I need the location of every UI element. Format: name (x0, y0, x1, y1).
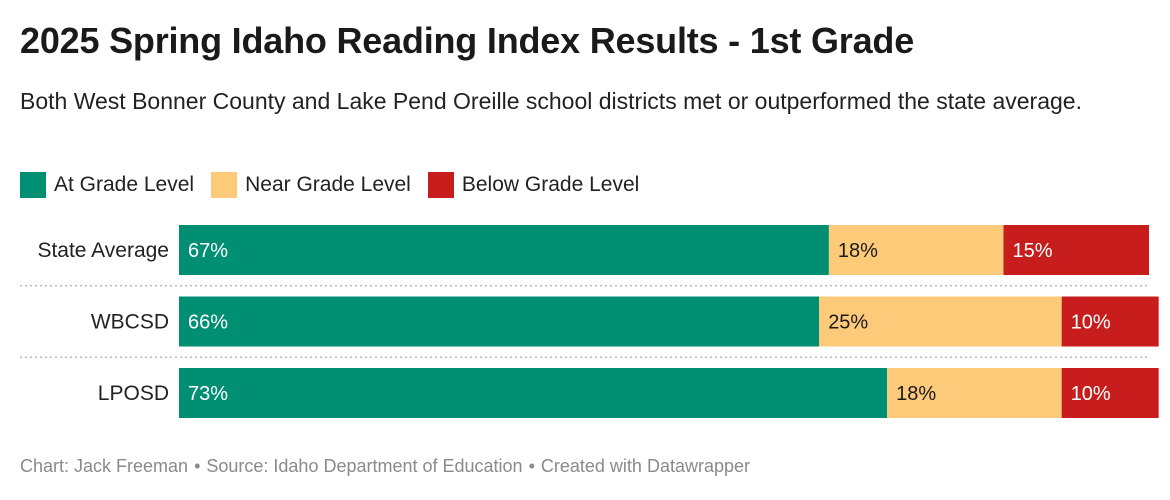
bar-wbcsd-below-grade-level (1061, 296, 1159, 347)
data-label-state-average-at-grade-level: 67% (188, 240, 228, 262)
data-label-lposd-near-grade-level: 18% (896, 383, 936, 405)
bar-state-average-below-grade-level (1003, 225, 1149, 275)
data-label-lposd-at-grade-level: 73% (188, 383, 228, 405)
legend-item-at-grade-level: At Grade Level (20, 172, 194, 198)
legend-item-below-grade-level: Below Grade Level (427, 172, 640, 198)
bar-state-average-at-grade-level (179, 225, 829, 275)
data-label-wbcsd-near-grade-level: 25% (828, 312, 868, 334)
legend-item-near-grade-level: Near Grade Level (211, 172, 411, 198)
data-label-state-average-below-grade-level: 15% (1013, 240, 1053, 262)
bar-state-average-near-grade-level (828, 225, 1004, 275)
chart-title: 2025 Spring Idaho Reading Index Results … (20, 20, 915, 61)
chart-footer: Chart: Jack Freeman • Source: Idaho Depart… (20, 456, 750, 477)
category-label-wbcsd: WBCSD (91, 311, 169, 334)
legend: At Grade Level Near Grade Level Below Gr… (20, 171, 656, 199)
chart-credit: Chart: Jack Freeman (20, 456, 189, 476)
bar-wbcsd-at-grade-level (179, 296, 820, 347)
bar-lposd-below-grade-level (1061, 368, 1159, 418)
stacked-bar-chart: State Average 67% 18% 15% WBCSD 66% 25% 10% LPOS… (20, 225, 1159, 418)
footer-separator: • (528, 456, 535, 476)
data-label-wbcsd-below-grade-level: 10% (1071, 312, 1111, 334)
legend-swatch-at-grade-level (20, 172, 46, 198)
data-label-wbcsd-at-grade-level: 66% (188, 312, 228, 334)
chart-subtitle: Both West Bonner County and Lake Pend Or… (20, 88, 1082, 114)
bar-lposd-near-grade-level (887, 368, 1062, 418)
footer-separator: • (194, 456, 201, 476)
legend-label-below-grade-level: Below Grade Level (461, 173, 640, 196)
category-label-state-average: State Average (37, 239, 169, 262)
legend-label-near-grade-level: Near Grade Level (245, 173, 411, 196)
chart-source: Source: Idaho Department of Education (206, 456, 523, 476)
data-label-state-average-near-grade-level: 18% (838, 240, 878, 262)
bar-wbcsd-near-grade-level (819, 296, 1062, 347)
legend-label-at-grade-level: At Grade Level (54, 173, 195, 196)
created-with: Created with Datawrapper (540, 456, 750, 476)
bar-lposd-at-grade-level (179, 368, 888, 418)
data-label-lposd-below-grade-level: 10% (1071, 383, 1111, 405)
legend-swatch-near-grade-level (211, 172, 238, 198)
legend-swatch-below-grade-level (427, 172, 454, 198)
category-label-lposd: LPOSD (98, 382, 169, 405)
